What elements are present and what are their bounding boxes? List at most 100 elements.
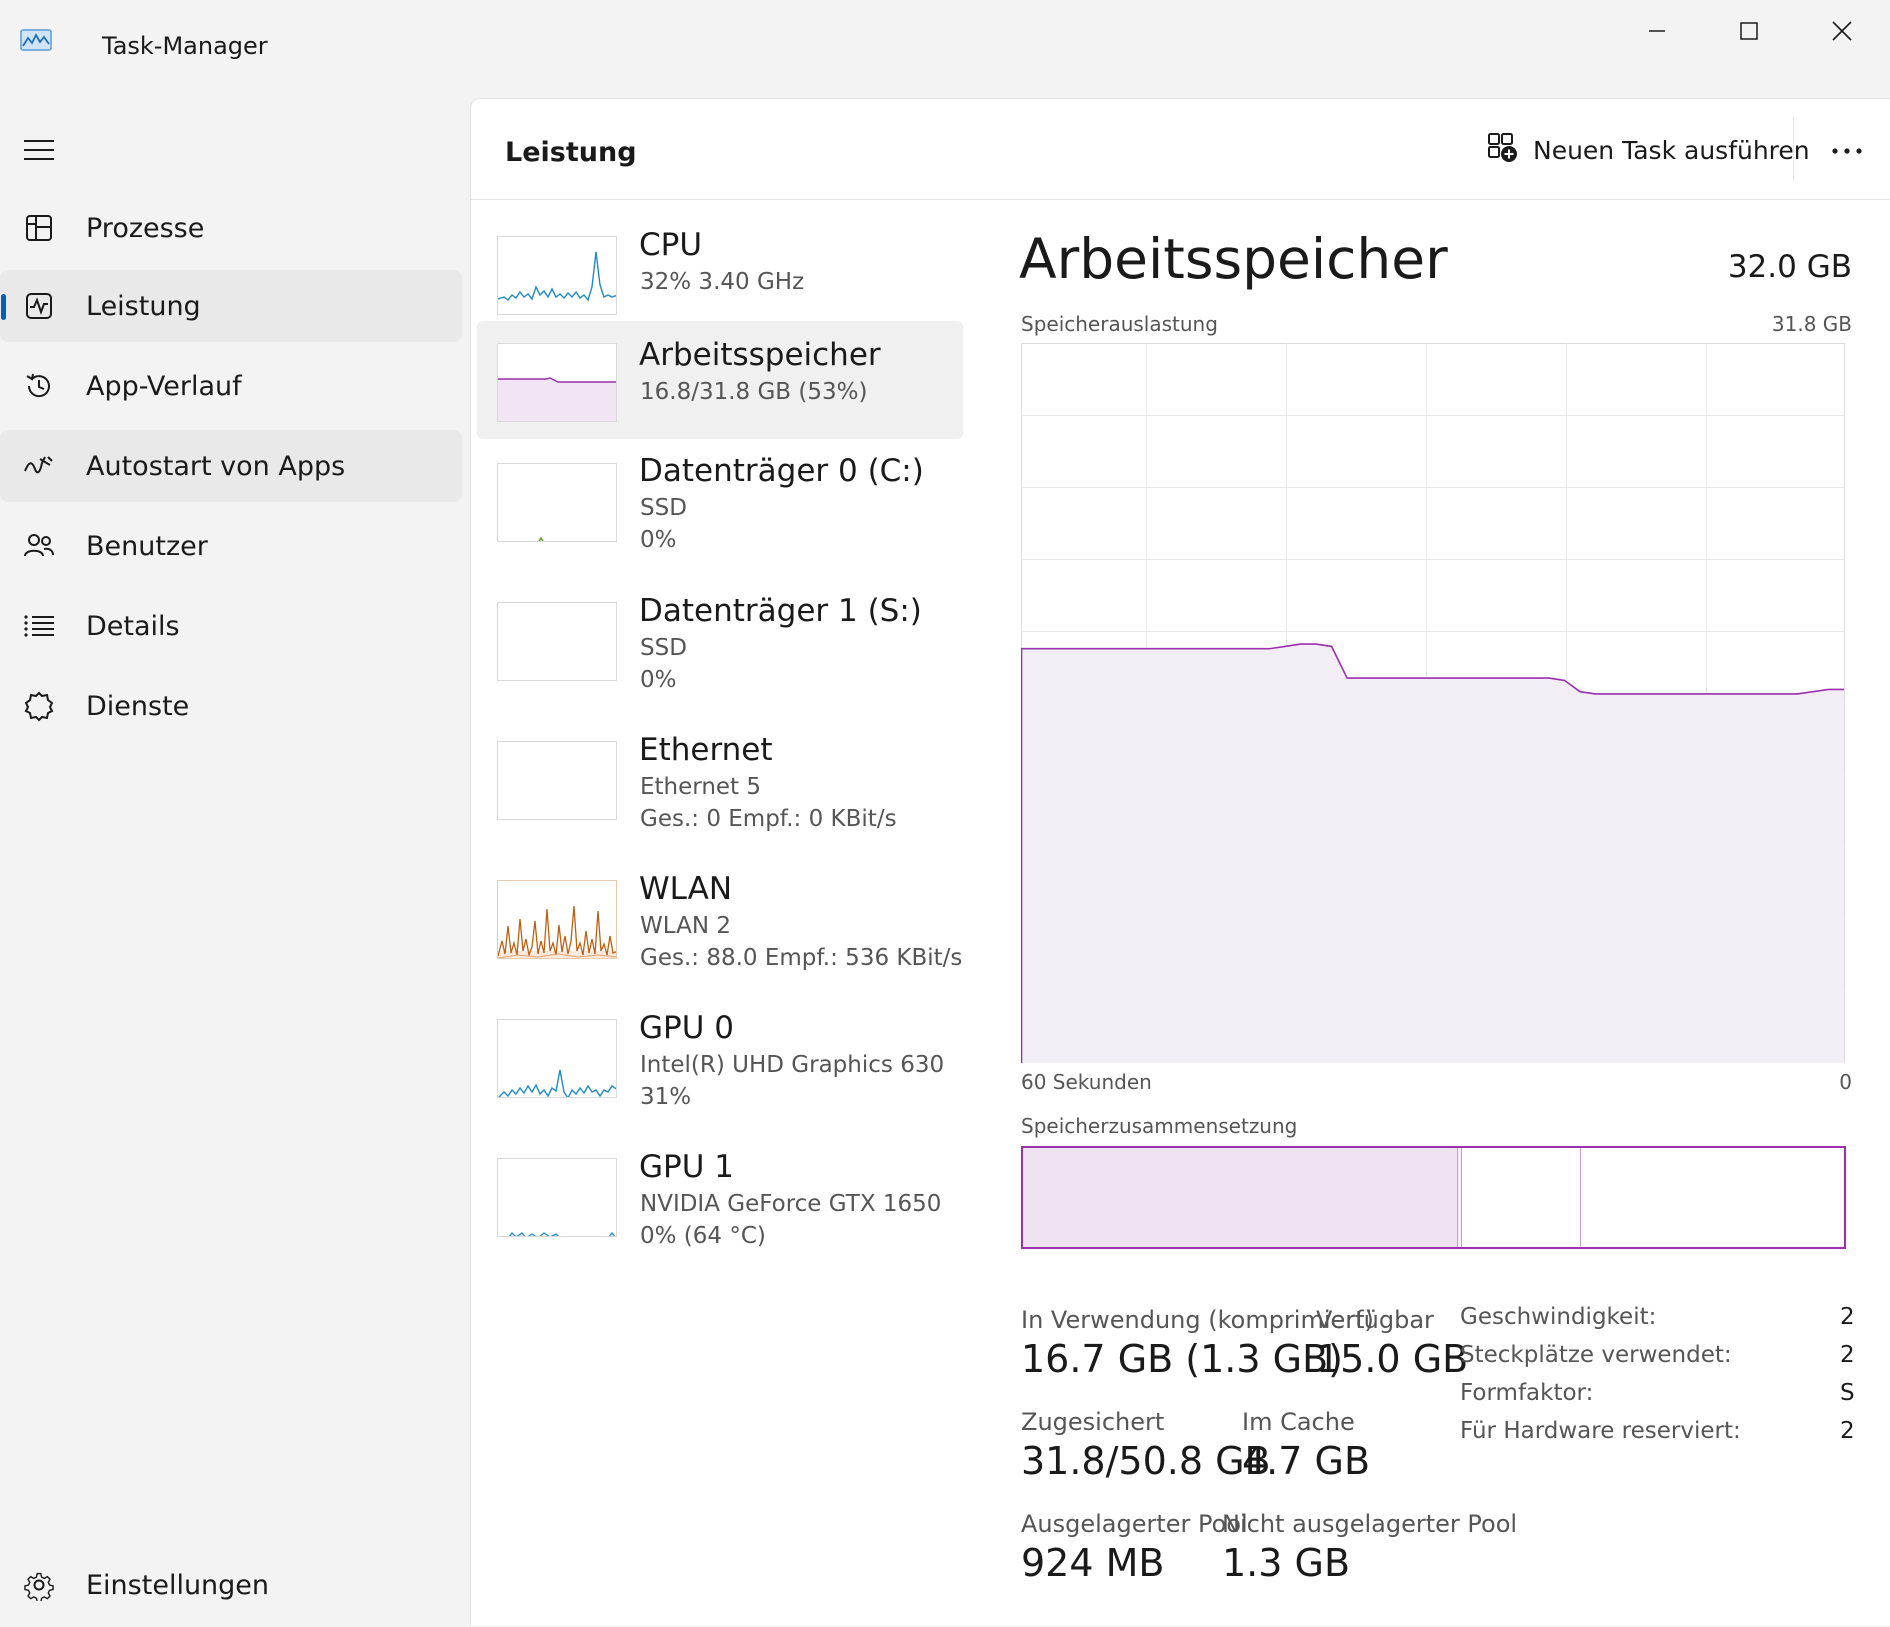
composition-modified-segment: [1458, 1148, 1462, 1247]
graph-x-axis-left: 60 Sekunden: [1021, 1070, 1152, 1094]
paged-pool-value: 924 MB: [1021, 1541, 1165, 1585]
perf-item-detail: WLAN 2: [640, 913, 731, 939]
perf-item-detail: NVIDIA GeForce GTX 1650: [640, 1191, 942, 1217]
sidebar-item-details[interactable]: Details: [0, 590, 462, 662]
services-icon: [20, 687, 58, 725]
sidebar-item-label: Details: [86, 610, 180, 642]
memory-composition-bar: [1021, 1146, 1846, 1249]
sidebar-item-app-history[interactable]: App-Verlauf: [0, 350, 462, 422]
memory-thumbnail-graph: [497, 343, 617, 422]
new-task-icon: [1487, 132, 1519, 168]
perf-item-ethernet[interactable]: Ethernet Ethernet 5 Ges.: 0 Empf.: 0 KBi…: [477, 718, 963, 836]
perf-item-name: Arbeitsspeicher: [639, 337, 881, 373]
sidebar-item-settings[interactable]: Einstellungen: [0, 1549, 462, 1621]
perf-item-wlan[interactable]: WLAN WLAN 2 Ges.: 88.0 Empf.: 536 KBit/s: [477, 857, 963, 975]
graph-x-axis-right: 0: [1839, 1070, 1852, 1094]
perf-item-detail: SSD: [640, 495, 687, 521]
perf-item-name: Ethernet: [639, 732, 773, 768]
close-button[interactable]: [1797, 8, 1887, 58]
header-separator: [1793, 117, 1794, 181]
wlan-thumbnail-graph: [497, 880, 617, 959]
selected-indicator: [1, 294, 6, 320]
sidebar-item-users[interactable]: Benutzer: [0, 510, 462, 582]
nonpaged-pool-value: 1.3 GB: [1222, 1541, 1351, 1585]
perf-item-name: GPU 1: [639, 1149, 734, 1185]
perf-item-detail-2: Ges.: 88.0 Empf.: 536 KBit/s: [640, 945, 963, 971]
detail-title: Arbeitsspeicher: [1019, 227, 1448, 291]
main-panel: Leistung Neuen Task ausführen CPU 32% 3.…: [470, 98, 1890, 1626]
sidebar-item-startup-apps[interactable]: Autostart von Apps: [0, 430, 462, 502]
sidebar-item-label: Einstellungen: [86, 1569, 270, 1601]
perf-item-cpu[interactable]: CPU 32% 3.40 GHz: [477, 203, 963, 321]
sidebar-item-label: Leistung: [86, 290, 201, 322]
perf-item-detail: Ethernet 5: [640, 774, 762, 800]
more-icon: [1830, 140, 1864, 159]
perf-item-name: Datenträger 0 (C:): [639, 453, 924, 489]
gpu0-thumbnail-graph: [497, 1019, 617, 1098]
startup-icon: [20, 447, 58, 485]
memory-usage-line: [1021, 643, 1844, 695]
processes-icon: [20, 209, 58, 247]
history-icon: [20, 367, 58, 405]
more-options-button[interactable]: [1819, 123, 1875, 175]
usage-graph-max: 31.8 GB: [1771, 312, 1852, 336]
perf-item-disk-1[interactable]: Datenträger 1 (S:) SSD 0%: [477, 579, 963, 697]
perf-item-name: CPU: [639, 227, 703, 263]
memory-usage-area: [1021, 644, 1844, 1063]
perf-item-name: Datenträger 1 (S:): [639, 593, 922, 629]
hamburger-icon: [22, 140, 56, 168]
memory-usage-graph: [1021, 343, 1845, 1063]
memory-total: 32.0 GB: [1727, 249, 1852, 285]
sidebar-item-performance[interactable]: Leistung: [0, 270, 462, 342]
paged-pool-label: Ausgelagerter Pool: [1021, 1510, 1248, 1538]
speed-value: 2: [1840, 1304, 1855, 1330]
composition-in-use-segment: [1023, 1148, 1458, 1247]
minimize-button[interactable]: [1612, 8, 1702, 58]
task-manager-app-icon: [20, 28, 52, 56]
sidebar-item-processes[interactable]: Prozesse: [0, 192, 462, 264]
perf-item-disk-0[interactable]: Datenträger 0 (C:) SSD 0%: [477, 439, 963, 557]
composition-standby-segment: [1462, 1148, 1581, 1247]
perf-item-detail-2: 0% (64 °C): [640, 1223, 766, 1249]
details-icon: [20, 607, 58, 645]
speed-label: Geschwindigkeit:: [1460, 1304, 1657, 1330]
available-value: 15.0 GB: [1316, 1337, 1469, 1381]
gpu1-thumbnail-graph: [497, 1158, 617, 1237]
cached-value: 4.7 GB: [1242, 1439, 1371, 1483]
page-title: Leistung: [505, 137, 637, 168]
maximize-icon: [1739, 21, 1759, 45]
hamburger-menu-button[interactable]: [22, 136, 56, 164]
maximize-button[interactable]: [1704, 8, 1794, 58]
committed-label: Zugesichert: [1021, 1408, 1165, 1436]
perf-item-detail-2: 31%: [640, 1084, 692, 1110]
committed-value: 31.8/50.8 GB: [1021, 1439, 1271, 1483]
hardware-reserved-label: Für Hardware reserviert:: [1460, 1418, 1741, 1444]
available-label: Verfügbar: [1316, 1306, 1434, 1334]
sidebar-item-label: Prozesse: [86, 212, 205, 244]
sidebar: Prozesse Leistung App-Verlauf Autostart …: [0, 100, 470, 1626]
performance-icon: [20, 287, 58, 325]
run-new-task-label: Neuen Task ausführen: [1533, 135, 1810, 165]
disk0-thumbnail-graph: [497, 463, 617, 542]
hardware-reserved-value: 2: [1840, 1418, 1855, 1444]
composition-label: Speicherzusammensetzung: [1021, 1114, 1298, 1138]
perf-item-detail-2: 0%: [640, 527, 677, 553]
perf-item-detail-2: Ges.: 0 Empf.: 0 KBit/s: [640, 806, 897, 832]
memory-detail-panel: Arbeitsspeicher 32.0 GB Speicherauslastu…: [1019, 99, 1855, 1627]
settings-icon: [20, 1566, 58, 1604]
title-bar: Task-Manager: [0, 0, 1890, 100]
perf-item-detail-2: 0%: [640, 667, 677, 693]
sidebar-item-services[interactable]: Dienste: [0, 670, 462, 742]
slots-used-value: 2: [1840, 1342, 1855, 1368]
sidebar-item-label: Benutzer: [86, 530, 208, 562]
perf-item-detail: 16.8/31.8 GB (53%): [640, 379, 868, 405]
perf-item-detail: SSD: [640, 635, 687, 661]
perf-item-gpu-1[interactable]: GPU 1 NVIDIA GeForce GTX 1650 0% (64 °C): [477, 1135, 963, 1253]
run-new-task-button[interactable]: Neuen Task ausführen: [1479, 127, 1818, 173]
users-icon: [20, 527, 58, 565]
main-header: Leistung Neuen Task ausführen: [471, 99, 1890, 200]
perf-item-gpu-0[interactable]: GPU 0 Intel(R) UHD Graphics 630 31%: [477, 996, 963, 1114]
sidebar-item-label: Autostart von Apps: [86, 450, 346, 482]
perf-item-name: WLAN: [639, 871, 733, 907]
perf-item-memory[interactable]: Arbeitsspeicher 16.8/31.8 GB (53%): [477, 321, 963, 439]
